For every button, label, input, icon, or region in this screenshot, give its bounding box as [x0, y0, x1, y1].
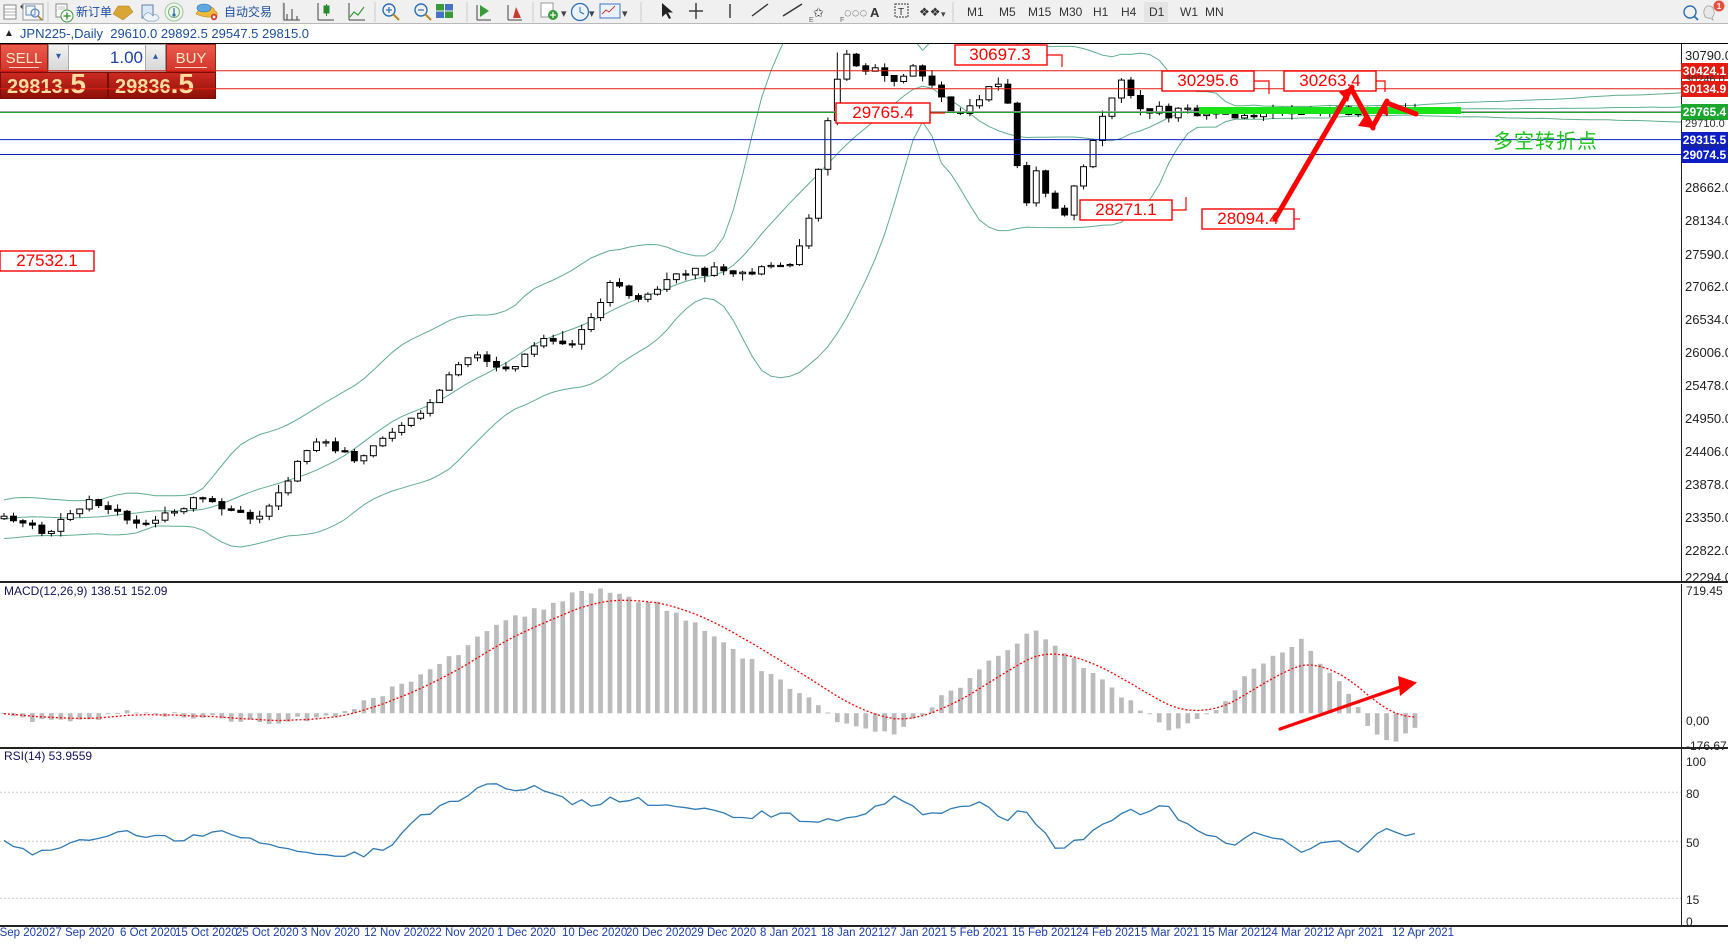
- svg-text:MN: MN: [1205, 5, 1224, 19]
- svg-text:◌◌◌: ◌◌◌: [844, 5, 867, 20]
- svg-text:M5: M5: [999, 5, 1016, 19]
- svg-text:A: A: [870, 5, 880, 20]
- svg-text:✩: ✩: [813, 5, 824, 20]
- svg-text:▾: ▾: [589, 8, 595, 20]
- svg-text:H1: H1: [1093, 5, 1109, 19]
- svg-text:E: E: [809, 17, 814, 24]
- svg-text:M1: M1: [967, 5, 984, 19]
- svg-text:F: F: [840, 17, 844, 24]
- svg-text:D1: D1: [1149, 5, 1165, 19]
- svg-text:T: T: [898, 7, 904, 18]
- svg-text:❖❖: ❖❖: [919, 5, 941, 19]
- svg-text:▾: ▾: [622, 8, 628, 20]
- svg-text:H4: H4: [1121, 5, 1137, 19]
- svg-text:W1: W1: [1180, 5, 1198, 19]
- svg-text:自动交易: 自动交易: [224, 4, 272, 19]
- svg-text:M15: M15: [1028, 5, 1052, 19]
- svg-text:M30: M30: [1059, 5, 1083, 19]
- svg-text:新订单: 新订单: [76, 4, 112, 19]
- svg-text:▾: ▾: [941, 9, 946, 19]
- svg-text:▾: ▾: [561, 8, 567, 20]
